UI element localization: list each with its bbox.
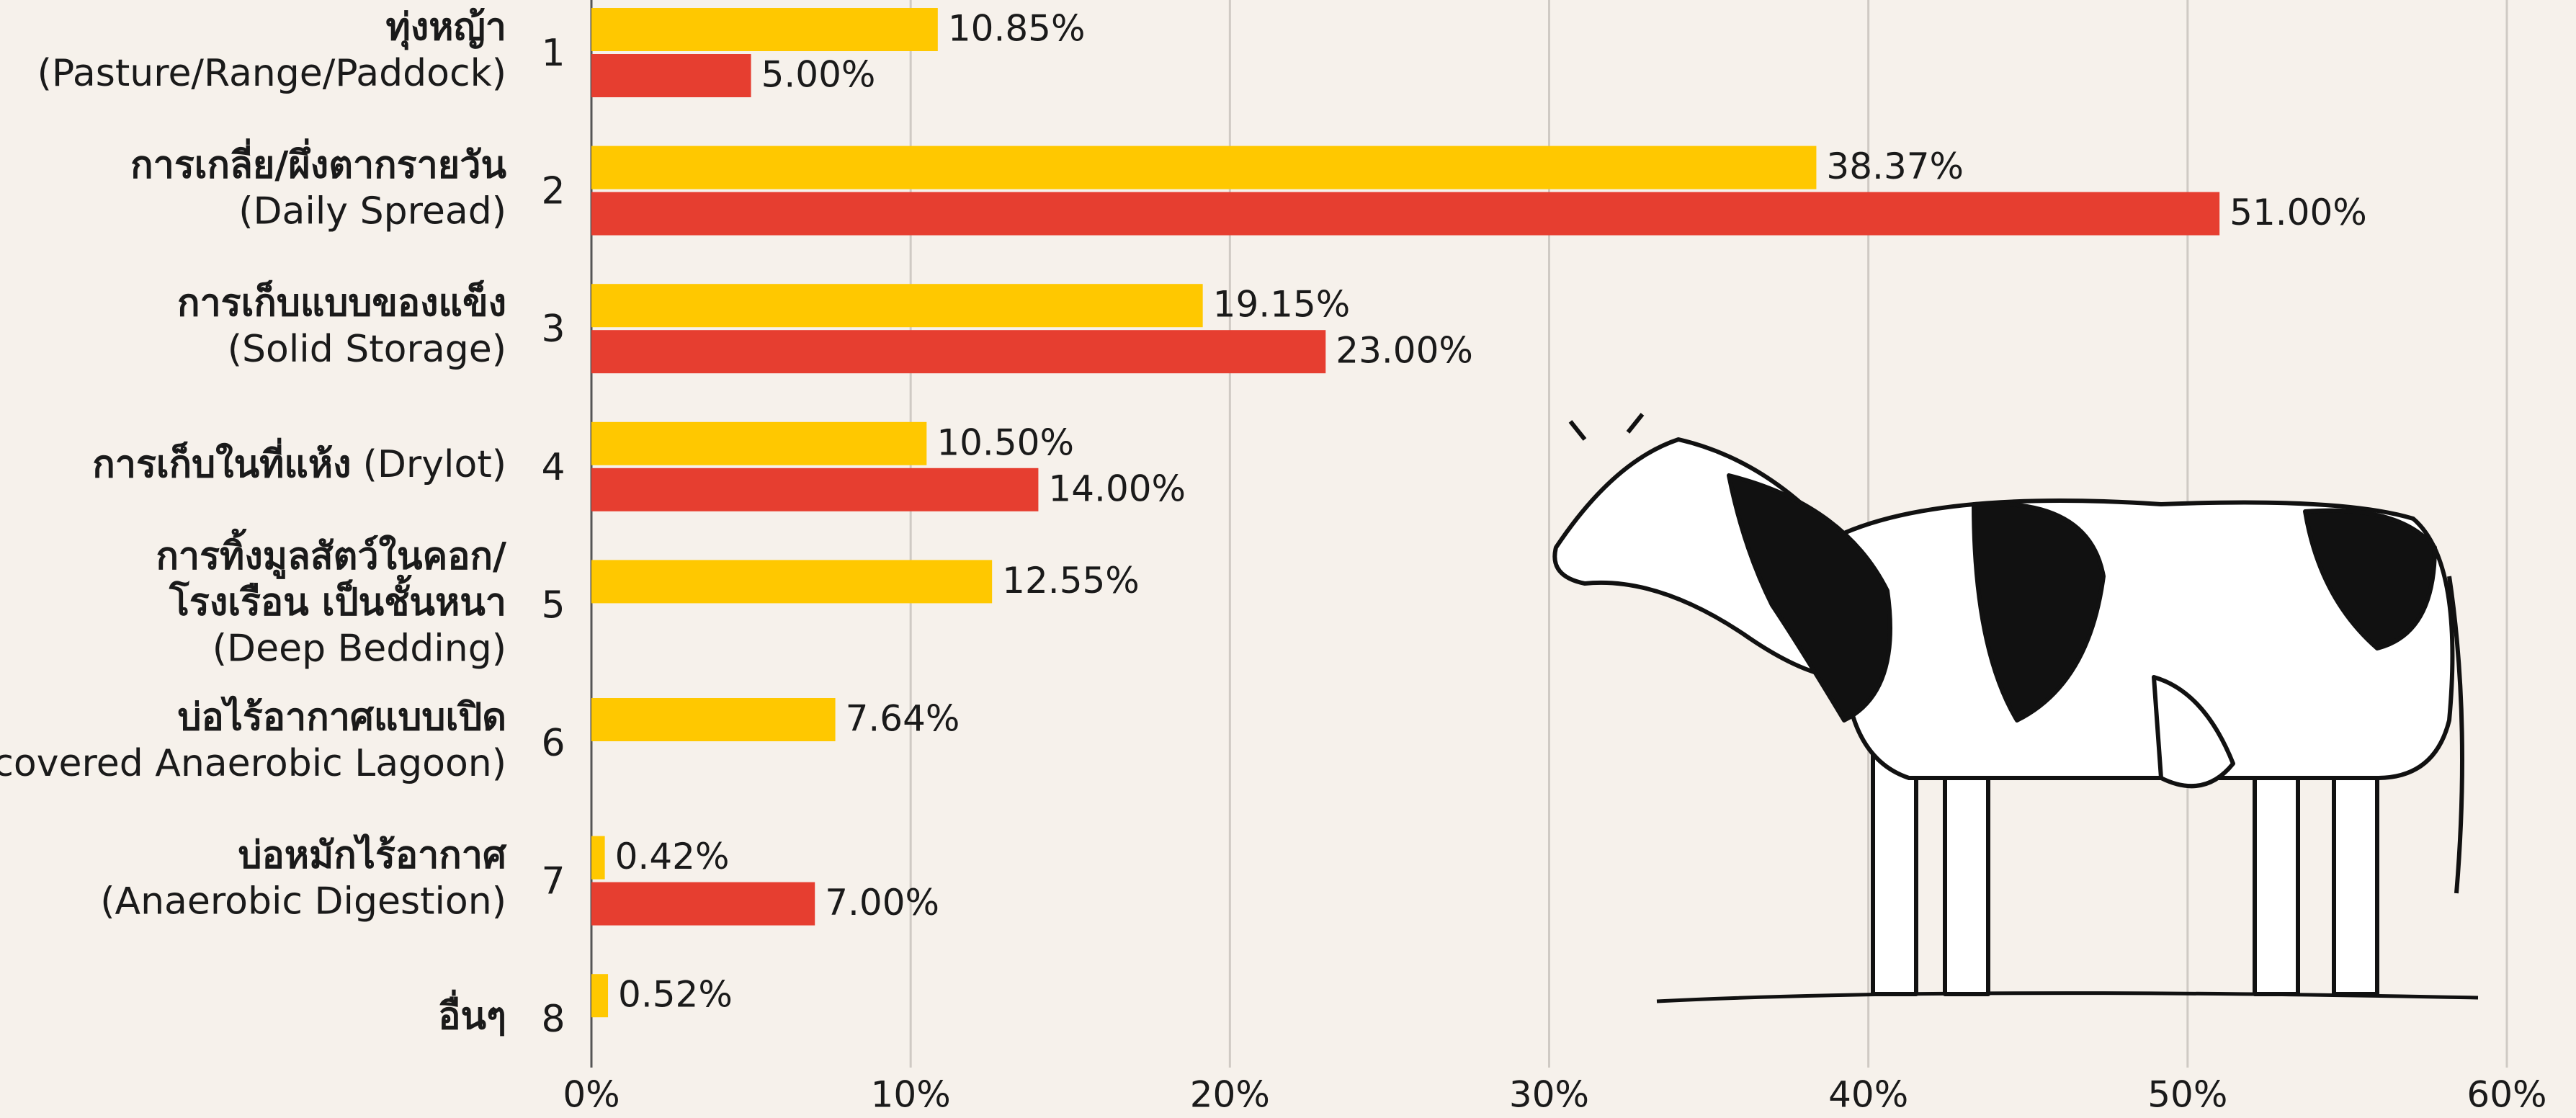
bar bbox=[591, 882, 815, 926]
category-label: (Anaerobic Digestion) bbox=[100, 880, 506, 924]
category-label: บ่อไร้อากาศแบบเปิด bbox=[177, 695, 506, 739]
bar bbox=[591, 698, 836, 741]
bar bbox=[591, 421, 927, 465]
bar bbox=[591, 192, 2220, 236]
bar bbox=[591, 330, 1326, 374]
row-number: 5 bbox=[541, 583, 565, 627]
bar bbox=[591, 836, 605, 880]
x-tick-label: 10% bbox=[871, 1074, 951, 1116]
category-label: (Daily Spread) bbox=[238, 190, 506, 233]
value-label: 14.00% bbox=[1048, 468, 1186, 509]
value-label: 7.64% bbox=[846, 698, 960, 740]
bar bbox=[591, 8, 938, 51]
x-tick-label: 40% bbox=[1828, 1074, 1908, 1116]
category-label-part: การเกลี่ย/ผึ่งตากรายวัน bbox=[130, 139, 506, 187]
category-label: (Deep Bedding) bbox=[213, 627, 506, 670]
category-label: การเกลี่ย/ผึ่งตากรายวัน bbox=[130, 139, 506, 187]
x-tick-label: 60% bbox=[2467, 1074, 2546, 1116]
value-label: 0.42% bbox=[615, 836, 730, 877]
value-label: 0.52% bbox=[618, 974, 733, 1016]
category-label-part: (Anaerobic Digestion) bbox=[100, 880, 506, 924]
category-label-part: อื่นๆ bbox=[438, 990, 506, 1038]
category-label: อื่นๆ bbox=[438, 990, 506, 1038]
category-label-part: การเก็บแบบของแข็ง bbox=[177, 280, 506, 325]
category-label-part: (Drylot) bbox=[363, 443, 506, 486]
bar bbox=[591, 560, 993, 604]
row-number: 7 bbox=[541, 860, 565, 903]
bar bbox=[591, 974, 609, 1018]
value-label: 51.00% bbox=[2230, 192, 2367, 233]
category-label: การทิ้งมูลสัตว์ในคอก/ bbox=[156, 528, 506, 579]
category-label-part: (Solid Storage) bbox=[228, 328, 506, 371]
category-label-part: (Deep Bedding) bbox=[213, 627, 506, 670]
value-label: 10.50% bbox=[936, 421, 1074, 463]
row-number: 2 bbox=[541, 170, 565, 213]
x-tick-label: 20% bbox=[1190, 1074, 1270, 1116]
row-number: 4 bbox=[541, 446, 565, 489]
category-label-part: โรงเรือน เป็นชั้นหนา bbox=[169, 574, 506, 624]
value-label: 38.37% bbox=[1826, 146, 1964, 187]
value-label: 23.00% bbox=[1336, 330, 1473, 372]
category-label: โรงเรือน เป็นชั้นหนา bbox=[169, 574, 506, 624]
category-label: การเก็บในที่แห้ง (Drylot) bbox=[92, 438, 506, 486]
category-label-part: บ่อหมักไร้อากาศ bbox=[238, 833, 507, 877]
bar bbox=[591, 146, 1817, 189]
row-number: 8 bbox=[541, 998, 565, 1041]
row-number: 3 bbox=[541, 308, 565, 351]
category-label-part: การทิ้งมูลสัตว์ในคอก/ bbox=[156, 528, 506, 579]
bar bbox=[591, 54, 751, 97]
category-label: การเก็บแบบของแข็ง bbox=[177, 280, 506, 325]
value-label: 12.55% bbox=[1002, 560, 1140, 602]
category-label: (Solid Storage) bbox=[228, 328, 506, 371]
value-label: 19.15% bbox=[1213, 284, 1351, 326]
value-label: 7.00% bbox=[825, 882, 939, 924]
row-number: 6 bbox=[541, 722, 565, 765]
row-number: 1 bbox=[541, 32, 565, 75]
bar bbox=[591, 468, 1039, 511]
category-label: ทุ่งหญ้า bbox=[386, 6, 506, 50]
x-tick-label: 50% bbox=[2147, 1074, 2227, 1116]
category-label-part: ทุ่งหญ้า bbox=[386, 6, 506, 50]
category-label-part: (Daily Spread) bbox=[238, 190, 506, 233]
category-label: (Pasture/Range/Paddock) bbox=[37, 52, 506, 95]
bar bbox=[591, 284, 1203, 328]
category-label-part: บ่อไร้อากาศแบบเปิด bbox=[177, 695, 506, 739]
category-label-part: (Uncovered Anaerobic Lagoon) bbox=[0, 742, 506, 785]
x-tick-label: 0% bbox=[563, 1074, 620, 1116]
value-label: 10.85% bbox=[948, 8, 1086, 50]
category-label: บ่อหมักไร้อากาศ bbox=[238, 833, 507, 877]
category-label-part: การเก็บในที่แห้ง bbox=[92, 438, 351, 486]
x-tick-label: 30% bbox=[1509, 1074, 1589, 1116]
category-label-part: (Pasture/Range/Paddock) bbox=[37, 52, 506, 95]
cow-illustration bbox=[1552, 413, 2479, 1003]
value-label: 5.00% bbox=[761, 54, 876, 96]
category-label: (Uncovered Anaerobic Lagoon) bbox=[0, 742, 506, 785]
